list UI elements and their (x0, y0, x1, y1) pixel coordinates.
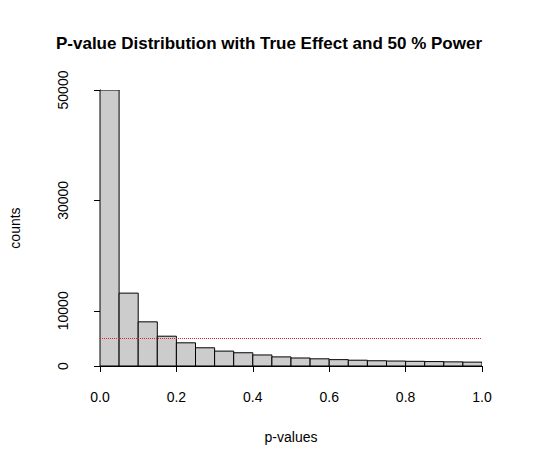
svg-text:0.8: 0.8 (396, 389, 416, 405)
svg-text:0.2: 0.2 (167, 389, 187, 405)
svg-text:30000: 30000 (55, 181, 71, 220)
svg-text:0.6: 0.6 (319, 389, 339, 405)
svg-text:1.0: 1.0 (472, 389, 492, 405)
svg-text:0.4: 0.4 (243, 389, 263, 405)
svg-text:0: 0 (55, 362, 71, 370)
svg-text:p-values: p-values (265, 429, 318, 445)
svg-text:counts: counts (7, 207, 23, 248)
svg-text:10000: 10000 (55, 291, 71, 330)
svg-text:50000: 50000 (55, 70, 71, 109)
svg-text:0.0: 0.0 (90, 389, 110, 405)
svg-text:P-value Distribution with True: P-value Distribution with True Effect an… (56, 34, 482, 53)
